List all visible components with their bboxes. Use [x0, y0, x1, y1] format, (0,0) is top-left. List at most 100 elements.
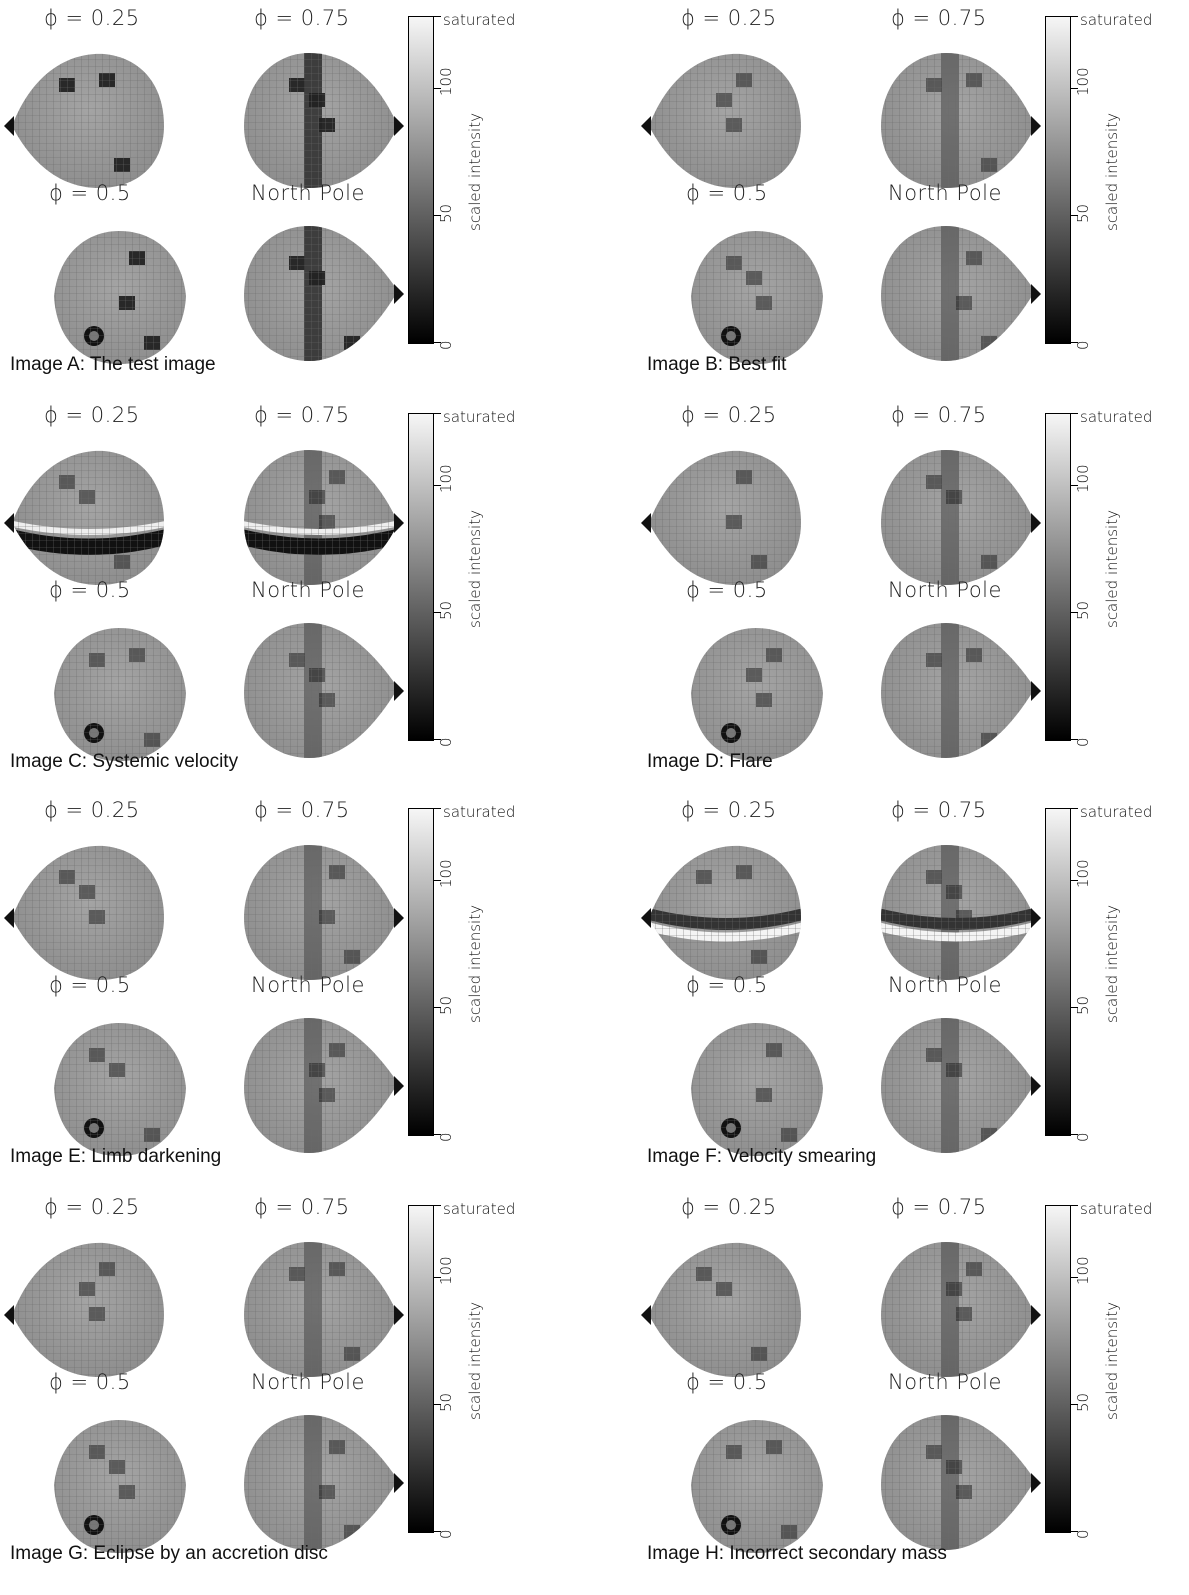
colorbar-saturated-label: saturated [1080, 408, 1153, 426]
map-right [871, 1227, 1041, 1391]
colorbar [408, 808, 434, 1136]
colorbar [1045, 1205, 1071, 1533]
colorbar-tick [434, 342, 441, 343]
map-np [871, 1405, 1041, 1569]
colorbar-tick-label: 100 [437, 1256, 455, 1285]
map-pole [671, 613, 841, 777]
panel-caption: Image D: Flare [647, 751, 773, 772]
label-phi-075: ϕ = 0.75 [891, 403, 987, 427]
colorbar-tick-label: 50 [437, 600, 455, 620]
colorbar-tick [1071, 413, 1078, 414]
panel-d: ϕ = 0.25 ϕ = 0.75 ϕ = 0.5 North Pole [641, 403, 1189, 803]
map-pole [34, 216, 204, 380]
colorbar-tick [1071, 1404, 1078, 1405]
panel-caption: Image H: Incorrect secondary mass [647, 1543, 947, 1564]
colorbar-tick [1071, 88, 1078, 89]
map-np [234, 1008, 404, 1172]
label-phi-075: ϕ = 0.75 [891, 1195, 987, 1219]
colorbar-tick-label: 100 [437, 67, 455, 96]
colorbar-tick-label: 100 [1074, 859, 1092, 888]
colorbar-tick [434, 808, 441, 809]
label-north-pole: North Pole [251, 578, 365, 602]
map-np [871, 613, 1041, 777]
colorbar-tick [1071, 739, 1078, 740]
map-pole [671, 216, 841, 380]
colorbar-tick [1071, 808, 1078, 809]
colorbar-tick-label: 0 [437, 1132, 455, 1142]
label-phi-025: ϕ = 0.25 [681, 403, 777, 427]
colorbar-tick [1071, 485, 1078, 486]
colorbar [408, 16, 434, 344]
label-phi-05: ϕ = 0.5 [49, 973, 131, 997]
label-north-pole: North Pole [251, 973, 365, 997]
map-np [871, 216, 1041, 380]
colorbar-tick [434, 880, 441, 881]
label-north-pole: North Pole [888, 1370, 1002, 1394]
label-phi-075: ϕ = 0.75 [254, 403, 350, 427]
colorbar-tick-label: 50 [437, 203, 455, 223]
colorbar-tick-label: 100 [1074, 1256, 1092, 1285]
label-phi-025: ϕ = 0.25 [44, 1195, 140, 1219]
colorbar-tick-label: 50 [1074, 995, 1092, 1015]
map-pole [671, 1008, 841, 1172]
colorbar-tick-label: 100 [1074, 67, 1092, 96]
colorbar-tick-label: 0 [1074, 1132, 1092, 1142]
colorbar-tick-label: 0 [1074, 737, 1092, 747]
map-left [641, 435, 811, 599]
map-left [4, 38, 174, 202]
label-north-pole: North Pole [251, 181, 365, 205]
colorbar-axis-label: scaled intensity [466, 1302, 484, 1420]
colorbar-tick [434, 215, 441, 216]
map-right [234, 1227, 404, 1391]
map-np [234, 613, 404, 777]
colorbar-tick [1071, 1531, 1078, 1532]
colorbar-tick [1071, 880, 1078, 881]
colorbar-tick [1071, 1205, 1078, 1206]
colorbar-axis-label: scaled intensity [466, 113, 484, 231]
panel-b: ϕ = 0.25 ϕ = 0.75 ϕ = 0.5 North Pole [641, 6, 1189, 406]
map-left [4, 830, 174, 994]
panel-caption: Image C: Systemic velocity [10, 751, 239, 772]
colorbar-saturated-label: saturated [1080, 11, 1153, 29]
colorbar [1045, 413, 1071, 741]
label-phi-075: ϕ = 0.75 [254, 798, 350, 822]
colorbar-tick [1071, 1134, 1078, 1135]
label-phi-025: ϕ = 0.25 [44, 798, 140, 822]
colorbar-axis-label: scaled intensity [466, 510, 484, 628]
map-left [641, 1227, 811, 1391]
colorbar-tick-label: 100 [1074, 464, 1092, 493]
label-phi-025: ϕ = 0.25 [681, 798, 777, 822]
label-phi-025: ϕ = 0.25 [44, 403, 140, 427]
label-north-pole: North Pole [888, 578, 1002, 602]
colorbar-saturated-label: saturated [443, 803, 516, 821]
colorbar [1045, 16, 1071, 344]
colorbar-tick [434, 16, 441, 17]
colorbar-saturated-label: saturated [443, 11, 516, 29]
colorbar-tick-label: 50 [437, 1392, 455, 1412]
map-pole [34, 1405, 204, 1569]
panel-caption: Image B: Best fit [647, 354, 787, 375]
colorbar-tick [434, 1404, 441, 1405]
colorbar-axis-label: scaled intensity [1103, 905, 1121, 1023]
colorbar-tick-label: 0 [437, 340, 455, 350]
colorbar-tick-label: 50 [1074, 203, 1092, 223]
colorbar-axis-label: scaled intensity [1103, 113, 1121, 231]
panel-f: ϕ = 0.25 ϕ = 0.75 ϕ = 0.5 North Pole [641, 798, 1189, 1198]
panel-caption: Image E: Limb darkening [10, 1146, 222, 1167]
colorbar-tick [434, 413, 441, 414]
colorbar-tick [1071, 215, 1078, 216]
colorbar-axis-label: scaled intensity [1103, 510, 1121, 628]
panel-caption: Image G: Eclipse by an accretion disc [10, 1543, 328, 1564]
colorbar-tick-label: 100 [437, 464, 455, 493]
colorbar-tick [434, 1134, 441, 1135]
label-phi-05: ϕ = 0.5 [686, 578, 768, 602]
colorbar [408, 413, 434, 741]
colorbar-tick [1071, 612, 1078, 613]
label-phi-05: ϕ = 0.5 [686, 973, 768, 997]
colorbar-tick-label: 0 [437, 737, 455, 747]
map-pole [34, 613, 204, 777]
label-phi-025: ϕ = 0.25 [681, 6, 777, 30]
label-phi-05: ϕ = 0.5 [49, 1370, 131, 1394]
colorbar-tick [434, 1007, 441, 1008]
map-left [4, 1227, 174, 1391]
